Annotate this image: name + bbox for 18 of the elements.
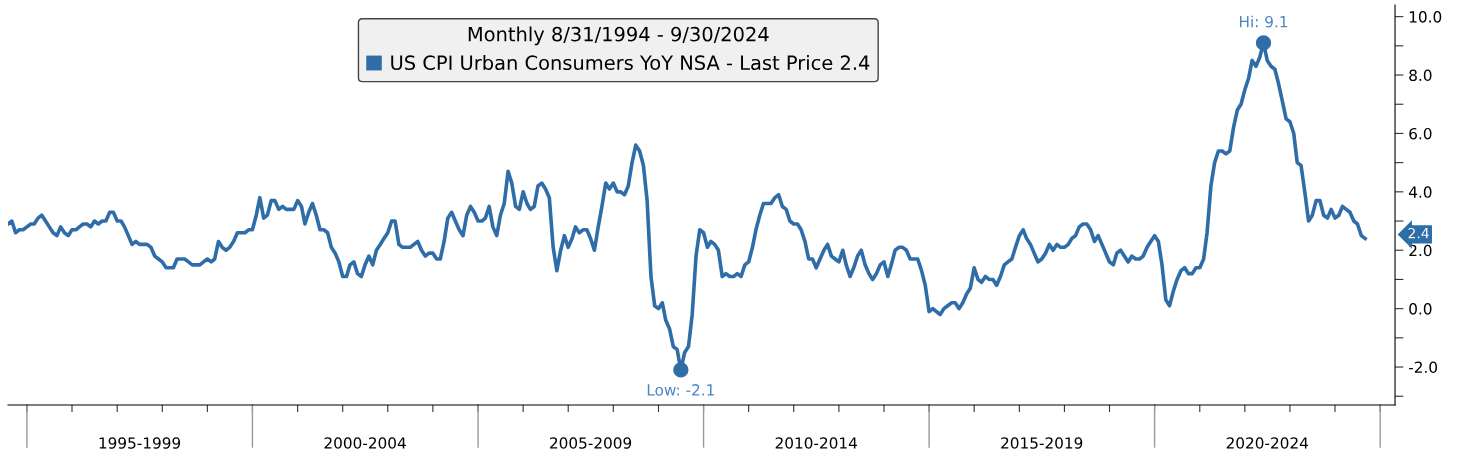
x-tick-label: 1995-1999 xyxy=(99,437,181,449)
y-tick-label: 0.0 xyxy=(1409,303,1432,315)
x-tick-label: 2005-2009 xyxy=(550,437,632,449)
x-tick-label: 2020-2024 xyxy=(1226,437,1308,449)
y-tick-label: 10.0 xyxy=(1409,11,1442,23)
text: 2.4 xyxy=(1408,227,1429,239)
y-tick-label: 8.0 xyxy=(1409,69,1432,82)
y-tick-label: 6.0 xyxy=(1409,127,1432,140)
x-tick-label: 2000-2004 xyxy=(324,437,406,449)
y-tick-label: 4.0 xyxy=(1408,186,1432,198)
x-tick-label: 2010-2014 xyxy=(775,437,857,449)
y-tick-label: -2.0 xyxy=(1408,361,1438,374)
annotation: Low: -2.1 xyxy=(647,384,714,396)
legend-label: US CPI Urban Consumers YoY NSA - Last Price 2.4 xyxy=(391,55,870,71)
annotation: Hi: 9.1 xyxy=(1239,15,1288,28)
y-tick-label: 2.0 xyxy=(1409,244,1432,257)
x-tick-label: 2015-2019 xyxy=(1001,437,1083,449)
legend-title: Monthly 8/31/1994 - 9/30/2024 xyxy=(468,26,769,46)
